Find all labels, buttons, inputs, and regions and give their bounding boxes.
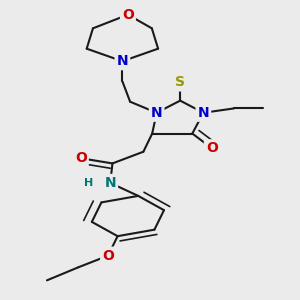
Text: N: N (117, 54, 128, 68)
Text: H: H (84, 178, 94, 188)
Text: O: O (75, 151, 87, 165)
Text: O: O (122, 8, 134, 22)
Text: N: N (151, 106, 162, 120)
Text: O: O (102, 249, 114, 263)
Text: N: N (198, 106, 209, 120)
Text: O: O (206, 141, 218, 155)
Text: S: S (175, 76, 185, 89)
Text: N: N (104, 176, 116, 190)
